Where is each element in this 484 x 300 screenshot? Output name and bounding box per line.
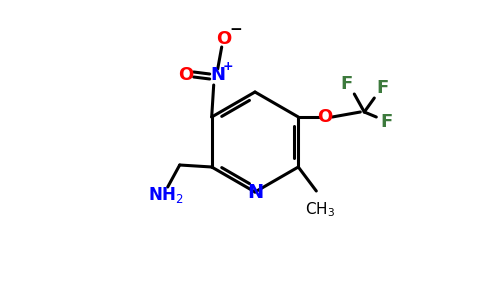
Text: O: O [216,30,231,48]
Text: −: − [229,22,242,37]
Text: CH$_3$: CH$_3$ [305,200,335,219]
Text: N: N [247,184,263,202]
Text: O: O [317,108,332,126]
Text: F: F [376,79,389,97]
Text: F: F [340,75,352,93]
Text: F: F [380,113,393,131]
Text: O: O [178,66,193,84]
Text: NH$_2$: NH$_2$ [148,185,183,205]
Text: +: + [222,61,233,74]
Text: N: N [210,66,225,84]
